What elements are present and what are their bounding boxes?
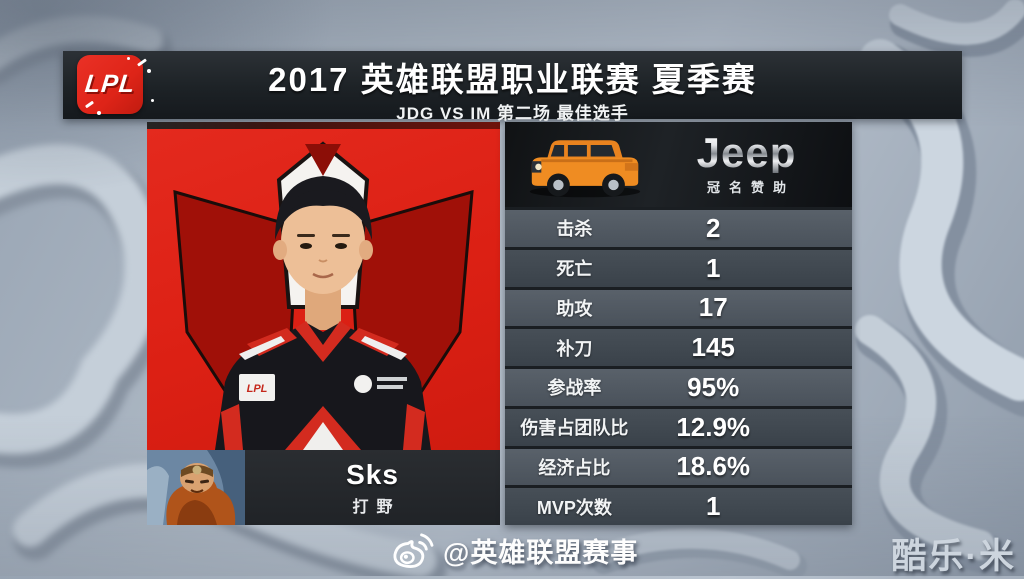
stat-label: 击杀 bbox=[556, 219, 593, 240]
stat-value: 1 bbox=[705, 491, 721, 522]
sponsor-tagline: 冠名赞助 bbox=[706, 180, 795, 195]
header-bar: 2017 英雄联盟职业联赛 夏季赛 JDG VS IM 第二场 最佳选手 LPL bbox=[63, 51, 962, 123]
stat-value: 95% bbox=[687, 371, 740, 402]
player-role: 打野 bbox=[352, 498, 401, 516]
lpl-logo-text: LPL bbox=[83, 70, 137, 98]
weibo-icon bbox=[393, 532, 434, 568]
stat-row: 助攻 17 bbox=[505, 289, 852, 327]
player-figure: LPL bbox=[215, 176, 431, 450]
stat-label: 经济占比 bbox=[538, 457, 611, 478]
page-title: 2017 英雄联盟职业联赛 夏季赛 bbox=[268, 61, 757, 98]
player-photo: LPL bbox=[147, 122, 500, 450]
stat-label: 死亡 bbox=[556, 259, 593, 280]
weibo-watermark: @英雄联盟赛事 bbox=[392, 531, 638, 570]
stat-row: 伤害占团队比 12.9% bbox=[505, 408, 852, 446]
match-subtitle: JDG VS IM 第二场 最佳选手 bbox=[396, 104, 629, 123]
player-name-bar: Sks 打野 bbox=[147, 450, 500, 525]
stat-value: 18.6% bbox=[676, 451, 751, 482]
stat-value: 2 bbox=[705, 212, 721, 243]
stat-row: 补刀 145 bbox=[505, 329, 852, 366]
champion-thumbnail bbox=[147, 450, 245, 525]
stats-rows: 击杀 2 死亡 1 助攻 17 补刀 145 参战率 95% 伤害占团队比 12.9% 经济占比 18.6… bbox=[505, 207, 852, 525]
stat-value: 17 bbox=[698, 292, 728, 323]
gragas-splash-illustration bbox=[147, 450, 245, 525]
stat-row: 经济占比 18.6% bbox=[505, 448, 852, 486]
svg-text:LPL: LPL bbox=[247, 383, 268, 395]
paint-splatter bbox=[97, 111, 101, 115]
paint-splatter bbox=[84, 100, 95, 109]
stat-value: 145 bbox=[691, 332, 735, 363]
watermark-text: @英雄联盟赛事 bbox=[443, 538, 639, 568]
paint-splatter bbox=[151, 99, 154, 102]
stat-value: 1 bbox=[705, 252, 721, 283]
stat-row: 参战率 95% bbox=[505, 369, 852, 406]
stat-label: MVP次数 bbox=[536, 497, 612, 518]
paint-splatter bbox=[147, 69, 151, 73]
stat-label: 助攻 bbox=[556, 298, 593, 319]
paint-splatter bbox=[127, 57, 130, 60]
stat-row: MVP次数 1 bbox=[505, 488, 852, 525]
lpl-logo-badge: LPL bbox=[77, 55, 154, 115]
jeep-car-icon bbox=[529, 139, 641, 197]
stat-label: 补刀 bbox=[556, 338, 593, 359]
stat-label: 伤害占团队比 bbox=[520, 418, 629, 439]
stat-row: 击杀 2 bbox=[505, 210, 852, 247]
player-name: Sks bbox=[346, 458, 399, 490]
kulemi-logo: 酷乐·米 bbox=[891, 537, 1016, 576]
stat-value: 12.9% bbox=[676, 411, 751, 442]
photo-top-strip bbox=[147, 122, 500, 129]
stat-label: 参战率 bbox=[547, 378, 602, 399]
sponsor-brand: Jeep bbox=[655, 132, 838, 174]
stats-panel: Jeep 冠名赞助 击杀 2 死亡 1 助攻 17 补刀 145 参战率 95% 伤害占团队比 12.… bbox=[505, 122, 852, 525]
sponsor-banner: Jeep 冠名赞助 bbox=[505, 122, 852, 207]
team-emblem-and-player-illustration: LPL bbox=[173, 141, 474, 450]
stat-row: 死亡 1 bbox=[505, 249, 852, 287]
